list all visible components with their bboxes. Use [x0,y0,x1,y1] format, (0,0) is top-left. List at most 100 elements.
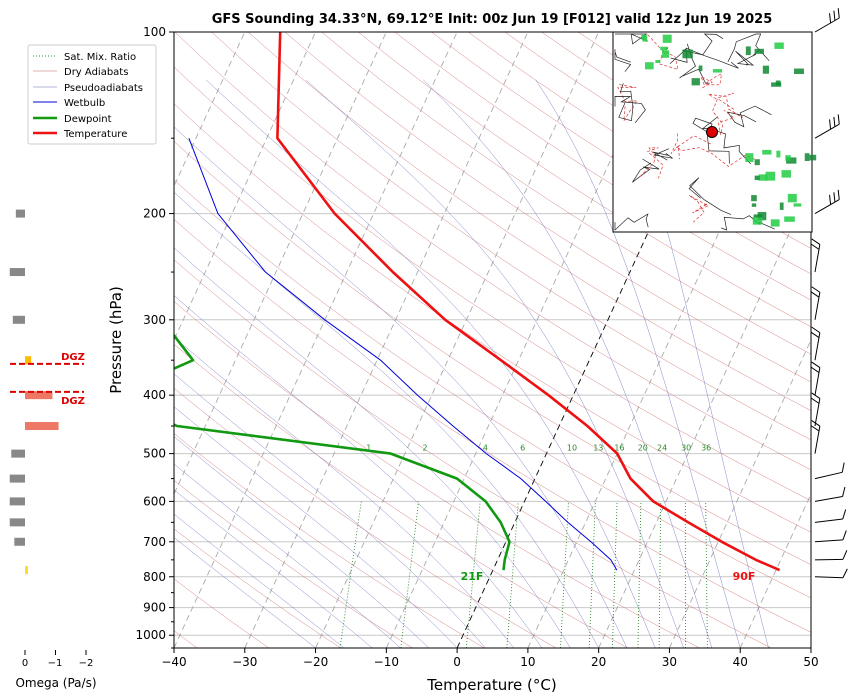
dry-adiabat [321,32,811,355]
y-tick-label: 300 [143,313,166,327]
y-tick-label: 1000 [135,628,166,642]
precip-cell [655,59,661,64]
dry-adiabat [174,259,772,648]
mixing-ratio-line [400,501,420,648]
wind-barb [810,326,821,361]
precip-cell [762,149,772,155]
mixing-ratio-label: 4 [483,444,488,453]
precip-cell [660,46,668,51]
isotherm-line [598,184,811,648]
precip-cell [745,153,754,163]
chart-title: GFS Sounding 34.33°N, 69.12°E Init: 00z … [212,12,773,27]
dgz-label: DGZ [61,396,85,407]
mixing-ratio-label: 30 [681,444,691,453]
dgz-label: DGZ [61,352,85,363]
mixing-ratio-line [560,501,569,648]
omega-bar [12,315,25,324]
map-contour [652,148,673,161]
mixing-ratio-line [658,501,662,648]
barb-flag [841,462,845,473]
omega-bar [15,209,25,218]
barb-flag [829,13,832,24]
map-contour [632,158,660,183]
map-contour [639,147,664,179]
mixing-ratio-line [465,501,481,648]
dry-adiabat [284,32,811,383]
omega-bar [9,268,25,277]
precip-cell [662,34,672,43]
wind-barbs [810,8,848,579]
wind-barb [810,420,821,454]
omega-bar [9,497,25,506]
precip-cell [751,203,757,207]
isotherm-line [739,492,811,648]
mixing-ratio-label: 6 [520,444,525,453]
omega-tick-label: −2 [79,658,94,669]
x-tick-label: 30 [662,655,677,669]
precip-cell [762,65,769,74]
dry-adiabat [174,528,341,648]
dry-adiabat [358,32,811,328]
surface-temp-label: 90F [733,570,756,583]
precip-cell [642,35,648,42]
mixing-ratio-line [339,501,362,648]
dry-adiabat [174,140,811,565]
pseudoadiabat [174,247,571,648]
pseudoadiabat [305,79,684,648]
map-contour [700,73,722,90]
map-contour [688,177,732,215]
legend-item-pseudoadiabats: Pseudoadiabats [33,83,143,94]
barb-flag [811,286,821,293]
map-contour [670,47,739,69]
precip-cell [758,174,768,181]
mixing-ratio-label: 36 [701,444,711,453]
barb-staff [814,123,840,139]
mixing-ratio-line [611,501,618,648]
wind-barb [814,568,848,579]
map-contour [614,49,632,72]
dry-adiabat [394,32,811,301]
barb-staff [814,471,843,480]
map-contour [670,132,711,154]
precip-cell [771,82,782,87]
precip-cell [779,202,784,210]
barb-flag [833,116,836,127]
mixing-ratio-label: 20 [638,444,648,453]
wind-barb [814,114,840,139]
barb-flag [811,392,821,399]
omega-tick-label: −1 [48,658,63,669]
barb-flag [811,326,821,334]
precip-cell [712,69,723,73]
map-contour [708,92,744,118]
pseudoadiabat [174,406,458,648]
wind-barb [814,486,846,502]
precip-cell [753,214,763,218]
pseudoadiabat [174,489,373,648]
barb-flag [833,10,836,21]
precip-cell [698,65,703,72]
precip-cell [751,195,757,202]
precip-cell [765,171,776,181]
inset-map [612,31,817,233]
barb-staff [814,17,840,33]
y-tick-label: 500 [143,447,166,461]
precip-cell [784,216,795,222]
wind-barb [814,189,840,215]
legend-item-sat-mix-ratio: Sat. Mix. Ratio [33,52,136,63]
precip-cell [809,154,817,161]
mixing-ratio-line [637,501,642,648]
pseudoadiabat [174,463,401,648]
pseudoadiabat [620,79,769,648]
dry-adiabat [174,578,270,648]
precip-cell [793,203,802,207]
precip-cell [774,42,784,49]
map-contour [727,33,770,62]
precip-cell [754,175,760,181]
map-contour [735,48,761,66]
x-tick-label: −10 [374,655,399,669]
isotherm-line [174,32,246,188]
y-tick-label: 200 [143,207,166,221]
legend-label: Wetbulb [64,98,105,109]
dry-adiabat [248,32,811,411]
